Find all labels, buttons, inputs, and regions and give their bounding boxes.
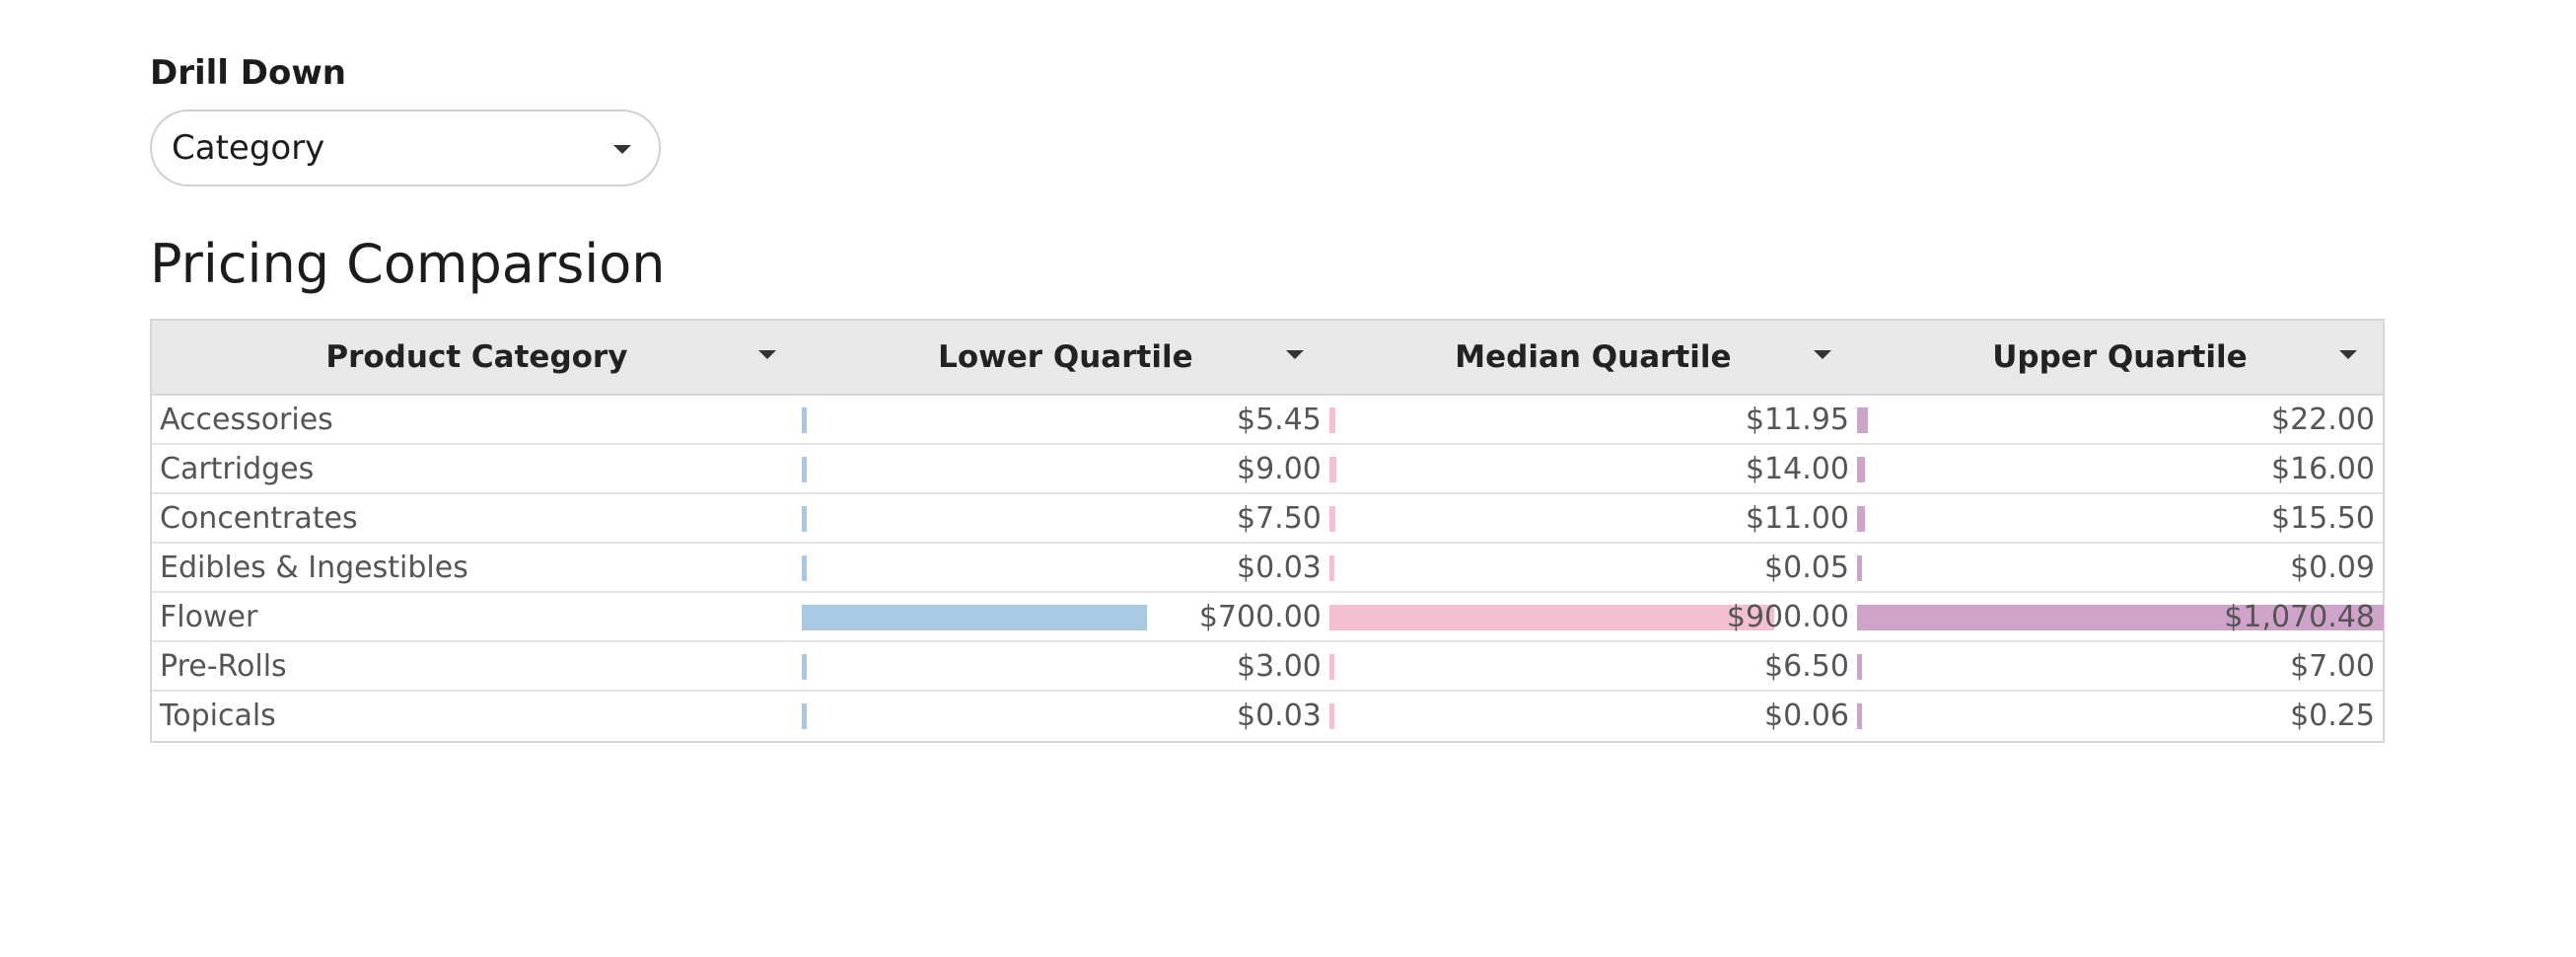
cell-upper-quartile: $7.00 — [1856, 642, 2383, 690]
column-header-product-category[interactable]: Product Category — [152, 321, 802, 394]
data-bar-median — [1328, 506, 1335, 532]
cell-lower-quartile: $3.00 — [801, 642, 1329, 690]
cell-value: $0.25 — [2290, 698, 2375, 733]
data-bar-median — [1328, 407, 1335, 433]
drill-down-select[interactable]: Category — [150, 110, 661, 186]
data-bar-upper — [1856, 457, 1865, 482]
table-row: Pre-Rolls $3.00 $6.50 $7.00 — [152, 642, 2383, 692]
data-bar-upper — [1856, 555, 1862, 581]
cell-value: $7.00 — [2290, 648, 2375, 684]
page-title: Pricing Comparsion — [150, 233, 666, 295]
sort-dropdown-icon[interactable] — [1813, 350, 1831, 359]
cell-value: $0.03 — [1236, 698, 1322, 733]
table-row: Cartridges $9.00 $14.00 $16.00 — [152, 445, 2383, 494]
column-header-label: Upper Quartile — [1992, 339, 2248, 375]
table-body: Accessories $5.45 $11.95 $22.00 Cartridges $9… — [152, 396, 2384, 741]
cell-value: $15.50 — [2271, 500, 2375, 536]
cell-lower-quartile: $9.00 — [801, 445, 1329, 492]
cell-lower-quartile: $0.03 — [801, 544, 1329, 591]
cell-median-quartile: $0.05 — [1328, 544, 1857, 591]
cell-lower-quartile: $700.00 — [801, 593, 1329, 640]
cell-value: $11.00 — [1745, 500, 1849, 536]
sort-dropdown-icon[interactable] — [757, 350, 776, 359]
cell-value: $0.05 — [1764, 550, 1849, 585]
cell-upper-quartile: $16.00 — [1856, 445, 2383, 492]
cell-value: $0.06 — [1764, 698, 1849, 733]
cell-product-category: Edibles & Ingestibles — [160, 550, 468, 585]
cell-median-quartile: $11.00 — [1328, 494, 1857, 542]
column-header-label: Lower Quartile — [938, 339, 1193, 375]
data-bar-median — [1328, 654, 1334, 680]
cell-product-category: Concentrates — [160, 500, 358, 536]
data-bar-upper — [1856, 407, 1868, 433]
cell-value: $700.00 — [1198, 599, 1322, 634]
data-bar-lower — [801, 506, 807, 532]
table-row: Concentrates $7.50 $11.00 $15.50 — [152, 494, 2383, 544]
data-bar-median — [1328, 605, 1774, 630]
cell-upper-quartile: $15.50 — [1856, 494, 2383, 542]
column-header-median-quartile[interactable]: Median Quartile — [1329, 321, 1857, 394]
cell-value: $0.09 — [2290, 550, 2375, 585]
cell-product-category: Topicals — [160, 698, 276, 733]
cell-upper-quartile: $1,070.48 — [1856, 593, 2384, 640]
cell-lower-quartile: $0.03 — [801, 692, 1329, 739]
cell-product-category: Flower — [160, 599, 258, 634]
table-row: Flower $700.00 $900.00 $1,070.48 — [152, 593, 2384, 642]
cell-value: $9.00 — [1236, 451, 1322, 486]
sort-dropdown-icon[interactable] — [2338, 350, 2357, 359]
sort-dropdown-icon[interactable] — [1285, 350, 1304, 359]
cell-upper-quartile: $22.00 — [1856, 396, 2383, 443]
table-row: Accessories $5.45 $11.95 $22.00 — [152, 396, 2383, 445]
column-header-upper-quartile[interactable]: Upper Quartile — [1857, 321, 2383, 394]
data-bar-lower — [801, 407, 807, 433]
data-bar-lower — [801, 555, 807, 581]
table-row: Topicals $0.03 $0.06 $0.25 — [152, 692, 2383, 741]
data-bar-lower — [801, 703, 807, 729]
cell-median-quartile: $900.00 — [1328, 593, 1857, 640]
table-header: Product Category Lower Quartile Median Q… — [152, 321, 2383, 396]
cell-value: $1,070.48 — [2224, 599, 2375, 634]
cell-value: $900.00 — [1726, 599, 1849, 634]
data-bar-lower — [801, 457, 807, 482]
chevron-down-icon — [613, 145, 631, 154]
cell-value: $0.03 — [1236, 550, 1322, 585]
column-header-lower-quartile[interactable]: Lower Quartile — [802, 321, 1329, 394]
data-bar-upper — [1856, 605, 2384, 630]
data-bar-lower — [801, 605, 1147, 630]
data-bar-median — [1328, 703, 1334, 729]
cell-value: $22.00 — [2271, 402, 2375, 437]
cell-upper-quartile: $0.09 — [1856, 544, 2383, 591]
cell-median-quartile: $0.06 — [1328, 692, 1857, 739]
cell-value: $5.45 — [1236, 402, 1322, 437]
data-bar-upper — [1856, 703, 1862, 729]
cell-value: $11.95 — [1745, 402, 1849, 437]
pricing-table: Product Category Lower Quartile Median Q… — [150, 319, 2385, 743]
drill-down-selected-value: Category — [172, 128, 325, 168]
cell-median-quartile: $14.00 — [1328, 445, 1857, 492]
cell-median-quartile: $11.95 — [1328, 396, 1857, 443]
data-bar-upper — [1856, 654, 1862, 680]
data-bar-median — [1328, 555, 1334, 581]
cell-lower-quartile: $5.45 — [801, 396, 1329, 443]
cell-value: $14.00 — [1745, 451, 1849, 486]
column-header-label: Median Quartile — [1455, 339, 1732, 375]
table-row: Edibles & Ingestibles $0.03 $0.05 $0.09 — [152, 544, 2383, 593]
cell-value: $7.50 — [1236, 500, 1322, 536]
cell-value: $6.50 — [1764, 648, 1849, 684]
cell-median-quartile: $6.50 — [1328, 642, 1857, 690]
cell-upper-quartile: $0.25 — [1856, 692, 2383, 739]
column-header-label: Product Category — [325, 339, 628, 375]
cell-value: $16.00 — [2271, 451, 2375, 486]
data-bar-lower — [801, 654, 807, 680]
cell-product-category: Accessories — [160, 402, 333, 437]
cell-product-category: Cartridges — [160, 451, 315, 486]
cell-product-category: Pre-Rolls — [160, 648, 287, 684]
drill-down-label: Drill Down — [150, 53, 346, 93]
cell-lower-quartile: $7.50 — [801, 494, 1329, 542]
data-bar-upper — [1856, 506, 1865, 532]
cell-value: $3.00 — [1236, 648, 1322, 684]
data-bar-median — [1328, 457, 1336, 482]
